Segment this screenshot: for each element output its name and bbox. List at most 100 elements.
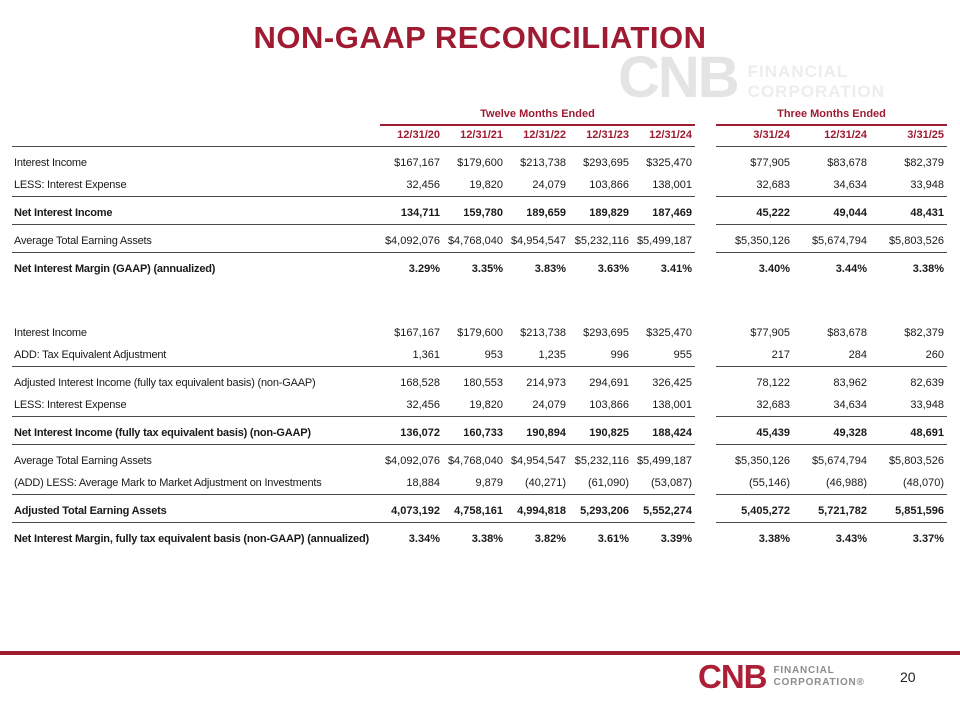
header-group-right: Three Months Ended [716,106,947,126]
column-gap [695,472,716,495]
table-cell: 136,072 [400,427,440,439]
table-cell: 3.38% [912,263,944,275]
table-cell: $83,678 [827,327,867,339]
table-cell: $5,499,187 [636,455,692,467]
row-group-right: 5,405,272 5,721,782 5,851,596 [716,500,947,523]
table-row: LESS: Interest Expense 32,456 19,820 24,079… [12,394,947,417]
table-row: Adjusted Total Earning Assets 4,073,192 4,… [12,500,947,523]
footer-logo-text: FINANCIAL CORPORATION® [774,665,865,689]
table-cell: 3.39% [660,533,692,545]
empty-label-cell [12,124,380,146]
row-group-right: 3.40% 3.44% 3.38% [716,258,947,280]
table-cell: $213,738 [520,157,566,169]
column-header-date: 12/31/23 [586,129,629,141]
table-cell: 32,456 [406,399,440,411]
table-cell: 190,894 [526,427,566,439]
table-cell: 78,122 [756,377,790,389]
row-label: Net Interest Income (fully tax equivalen… [14,427,311,439]
table-cell: 49,328 [833,427,867,439]
table-cell: 33,948 [910,399,944,411]
row-label: Interest Income [14,327,87,339]
table-cell: 188,424 [652,427,692,439]
column-header-date: 12/31/22 [523,129,566,141]
row-label: Adjusted Total Earning Assets [14,505,167,517]
watermark-text: FINANCIAL CORPORATION [748,62,885,104]
column-gap [695,258,716,280]
table-cell: 3.35% [471,263,503,275]
table-row: Average Total Earning Assets $4,092,076 $4… [12,230,947,253]
table-row: Net Interest Income (fully tax equivalen… [12,422,947,445]
table-cell: 294,691 [589,377,629,389]
row-group-left: Average Total Earning Assets $4,092,076 $4… [12,450,695,472]
row-group-right: 32,683 34,634 33,948 [716,394,947,417]
row-group-right: $5,350,126 $5,674,794 $5,803,526 [716,230,947,253]
table-row: Interest Income $167,167 $179,600 $213,738 $… [12,322,947,344]
table-cell: (40,271) [525,477,566,489]
column-gap [695,528,716,550]
column-gap [695,174,716,197]
table-cell: 3.29% [408,263,440,275]
row-group-left: Interest Income $167,167 $179,600 $213,738 $… [12,322,695,344]
table-cell: $5,232,116 [574,235,629,247]
table-cell: $179,600 [457,327,503,339]
table-cell: (48,070) [903,477,944,489]
table-cell: 45,222 [756,207,790,219]
table-cell: $4,954,547 [510,235,566,247]
table-cell: 3.38% [471,533,503,545]
table-cell: (53,087) [651,477,692,489]
row-group-right: 32,683 34,634 33,948 [716,174,947,197]
table-cell: $5,803,526 [888,455,944,467]
table-cell: 83,962 [833,377,867,389]
table-row: Net Interest Income 134,711 159,780 189,659… [12,202,947,225]
table-cell: (55,146) [749,477,790,489]
table-cell: $293,695 [583,157,629,169]
column-gap [695,202,716,225]
column-gap [695,500,716,523]
table-cell: 48,431 [910,207,944,219]
table-cell: 49,044 [833,207,867,219]
table-cell: 168,528 [400,377,440,389]
column-header-date: 12/31/20 [397,129,440,141]
table-row: Adjusted Interest Income (fully tax equi… [12,372,947,394]
page-title: NON-GAAP RECONCILIATION [253,20,707,55]
table-cell: 32,683 [756,179,790,191]
table-cell: 3.43% [835,533,867,545]
header-group-left: Twelve Months Ended [12,106,695,126]
row-group-left: Net Interest Income 134,711 159,780 189,659… [12,202,695,225]
table-cell: 955 [673,349,692,361]
column-gap [695,230,716,253]
row-group-right: $77,905 $83,678 $82,379 [716,322,947,344]
table-cell: 3.63% [597,263,629,275]
column-header-date: 3/31/25 [907,129,944,141]
table-cell: 134,711 [400,207,440,219]
table-cell: 19,820 [469,179,503,191]
table-cell: $167,167 [394,157,440,169]
row-label: Net Interest Margin, fully tax equivalen… [14,533,369,545]
row-group-right: $5,350,126 $5,674,794 $5,803,526 [716,450,947,472]
table-cell: 18,884 [406,477,440,489]
row-label: LESS: Interest Expense [14,179,127,191]
row-label: Interest Income [14,157,87,169]
table-cell: 19,820 [469,399,503,411]
table-header-dates: 12/31/20 12/31/21 12/31/22 12/31/23 12/31/24… [12,124,947,147]
watermark-logo: CNB FINANCIAL CORPORATION [618,48,885,106]
table-cell: 160,733 [463,427,503,439]
column-gap [695,394,716,417]
row-label: Average Total Earning Assets [14,455,152,467]
row-label: (ADD) LESS: Average Mark to Market Adjus… [14,477,322,489]
table-cell: 3.37% [912,533,944,545]
table-cell: 34,634 [833,399,867,411]
table-header-groups: Twelve Months Ended Three Months Ended [12,106,947,126]
table-row: ADD: Tax Equivalent Adjustment 1,361 953 1,… [12,344,947,367]
table-cell: $83,678 [827,157,867,169]
table-cell: 5,293,206 [580,505,629,517]
table-cell: (61,090) [588,477,629,489]
row-group-left: Net Interest Income (fully tax equivalen… [12,422,695,445]
table-cell: 190,825 [589,427,629,439]
table-cell: 34,634 [833,179,867,191]
cnb-logo-icon: CNB [698,658,767,695]
table-cell: 326,425 [652,377,692,389]
table-cell: $325,470 [646,157,692,169]
table-cell: $4,768,040 [447,455,503,467]
